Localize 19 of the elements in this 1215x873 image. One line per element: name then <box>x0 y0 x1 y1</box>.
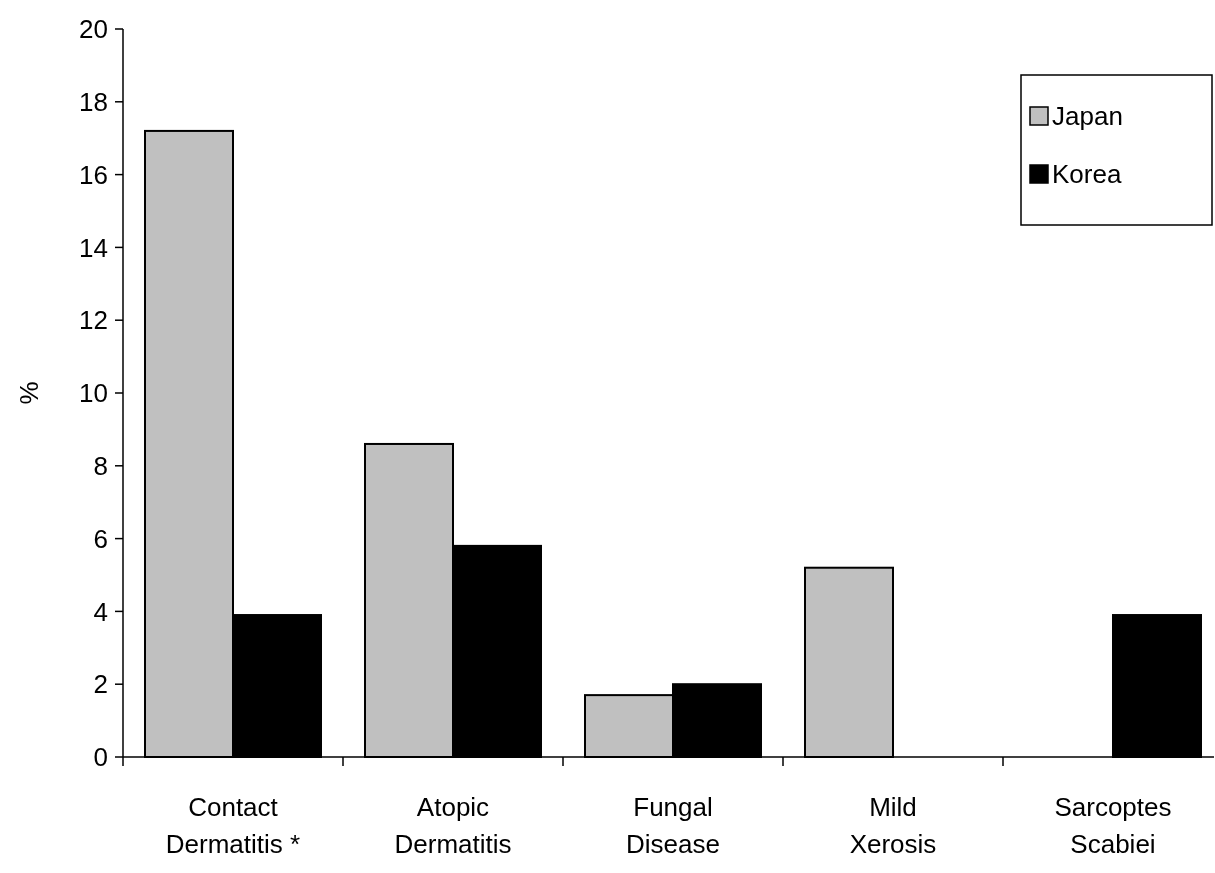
legend-label: Japan <box>1052 101 1123 132</box>
y-tick-label: 4 <box>93 596 108 627</box>
y-tick-label: 16 <box>79 159 108 190</box>
y-tick-label: 20 <box>79 14 108 45</box>
y-tick-label: 8 <box>93 450 108 481</box>
y-axis-title: % <box>14 381 44 405</box>
y-tick-label: 12 <box>79 305 108 336</box>
y-tick-label: 14 <box>79 232 108 263</box>
y-tick-label: 6 <box>93 523 108 554</box>
y-tick-label: 0 <box>93 742 108 773</box>
x-tick-label: Atopic Dermatitis <box>394 792 512 859</box>
x-tick-label: Sarcoptes Scabiei <box>1054 792 1172 859</box>
x-tick-label: Fungal Disease <box>626 792 720 859</box>
x-tick-label: Contact Dermatitis * <box>165 792 301 859</box>
legend-label: Korea <box>1052 159 1122 190</box>
y-tick-label: 2 <box>93 669 108 700</box>
y-tick-label: 18 <box>79 86 108 117</box>
y-tick-label: 10 <box>79 378 108 409</box>
x-tick-label: Mild Xerosis <box>849 792 937 859</box>
